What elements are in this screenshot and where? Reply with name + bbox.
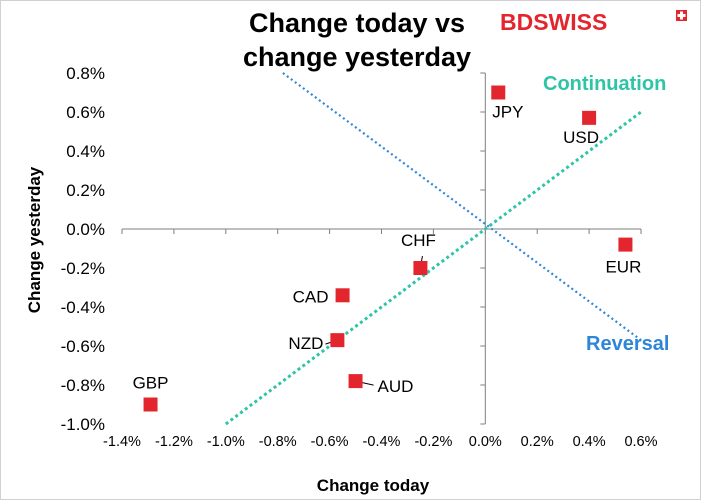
point-marker-cad	[335, 288, 350, 303]
x-tick-label: 0.0%	[469, 434, 502, 450]
x-tick-label: 0.2%	[521, 434, 554, 450]
y-tick-label: 0.2%	[66, 181, 105, 200]
continuation-annotation: Continuation	[543, 73, 666, 95]
point-label-gbp: GBP	[133, 374, 169, 393]
reversal-annotation: Reversal	[586, 333, 669, 355]
x-tick-label: -1.0%	[207, 434, 245, 450]
brand-logo-text: BDSWISS	[500, 9, 607, 35]
x-tick-label: 0.6%	[624, 434, 657, 450]
point-marker-jpy	[491, 85, 506, 100]
y-tick-label: -0.2%	[61, 259, 105, 278]
x-tick-label: -0.8%	[259, 434, 297, 450]
x-tick-label: -1.4%	[103, 434, 141, 450]
x-tick-label: -0.6%	[311, 434, 349, 450]
chart-title-line-1: Change today vs	[249, 8, 465, 38]
y-tick-label: -0.8%	[61, 376, 105, 395]
brand-logo: BDSWISS	[500, 9, 687, 35]
x-tick-label: -0.4%	[363, 434, 401, 450]
point-label-usd: USD	[563, 128, 599, 147]
point-label-nzd: NZD	[288, 334, 323, 353]
y-tick-label: 0.8%	[66, 64, 105, 83]
point-label-jpy: JPY	[492, 103, 523, 122]
point-marker-nzd	[330, 333, 345, 348]
point-marker-aud	[348, 374, 363, 389]
y-tick-label: 0.0%	[66, 220, 105, 239]
x-tick-label: -1.2%	[155, 434, 193, 450]
chart-title-line-2: change yesterday	[243, 42, 471, 72]
y-tick-label: 0.4%	[66, 142, 105, 161]
y-tick-label: -1.0%	[61, 415, 105, 434]
y-axis-title: Change yesterday	[25, 166, 44, 313]
point-label-cad: CAD	[293, 287, 329, 306]
point-label-chf: CHF	[401, 231, 436, 250]
x-tick-label: 0.4%	[573, 434, 606, 450]
point-label-aud: AUD	[378, 377, 414, 396]
x-axis-title: Change today	[317, 476, 430, 495]
y-tick-label: -0.4%	[61, 298, 105, 317]
plot-area: -1.4% -1.2% -1.0% -0.8% -0.6% -0.4% -0.2% 0.0% 0…	[61, 64, 658, 450]
x-tick-label: -0.2%	[414, 434, 452, 450]
point-marker-chf	[413, 261, 428, 275]
y-tick-label: -0.6%	[61, 337, 105, 356]
point-label-eur: EUR	[605, 258, 641, 277]
continuation-line	[224, 110, 642, 426]
y-tick-label: 0.6%	[66, 103, 105, 122]
point-marker-gbp	[143, 397, 158, 412]
point-marker-usd	[582, 110, 597, 125]
point-marker-eur	[618, 237, 633, 252]
